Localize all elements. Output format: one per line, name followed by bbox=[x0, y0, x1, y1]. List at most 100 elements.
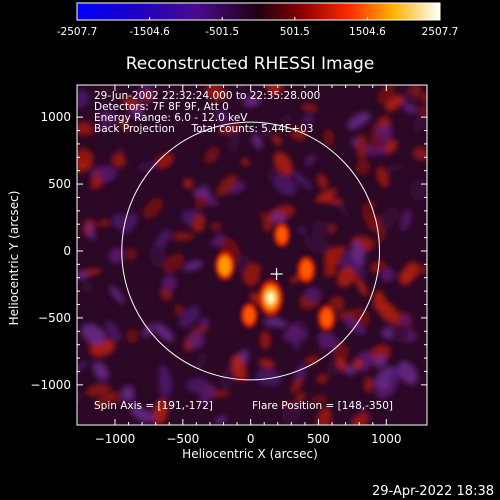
texture-blob bbox=[336, 357, 348, 371]
texture-blob bbox=[108, 247, 125, 264]
texture-blob bbox=[318, 197, 344, 205]
texture-blob bbox=[192, 217, 203, 228]
texture-blob bbox=[126, 329, 139, 344]
colorbar-tick-label: -2507.7 bbox=[57, 26, 98, 38]
texture-blob bbox=[202, 184, 211, 200]
texture-blob bbox=[376, 124, 393, 142]
colorbar bbox=[76, 2, 441, 21]
texture-blob bbox=[77, 121, 94, 136]
texture-blob bbox=[311, 394, 328, 404]
texture-blob bbox=[155, 152, 175, 169]
texture-blob bbox=[130, 406, 154, 423]
texture-blob bbox=[302, 115, 314, 125]
texture-blob bbox=[312, 219, 330, 237]
texture-blob bbox=[379, 302, 398, 323]
texture-blob bbox=[182, 178, 194, 189]
x-tick-label: 500 bbox=[307, 432, 330, 446]
texture-blob bbox=[412, 113, 427, 133]
colorbar-tick-label: 2507.7 bbox=[422, 26, 459, 38]
texture-blob bbox=[80, 323, 107, 346]
colorbar-tick-label: -1504.6 bbox=[129, 26, 170, 38]
texture-blob bbox=[329, 295, 345, 312]
texture-blob bbox=[355, 159, 371, 175]
texture-blob bbox=[301, 103, 319, 112]
texture-blob bbox=[111, 213, 130, 229]
source-mid bbox=[300, 260, 313, 279]
texture-blob bbox=[294, 363, 307, 381]
texture-blob bbox=[194, 195, 208, 209]
texture-blob bbox=[345, 365, 356, 376]
flare-position-label: Flare Position = [148,-350] bbox=[252, 400, 393, 412]
texture-blob bbox=[351, 359, 364, 369]
texture-blob bbox=[316, 373, 329, 384]
texture-blob bbox=[361, 204, 377, 229]
texture-blob bbox=[199, 317, 210, 329]
y-tick-label: 0 bbox=[63, 244, 71, 258]
texture-blob bbox=[81, 283, 94, 293]
texture-blob bbox=[187, 331, 205, 349]
texture-blob bbox=[384, 327, 393, 340]
texture-blob bbox=[92, 361, 109, 381]
texture-blob bbox=[183, 260, 204, 271]
texture-blob bbox=[77, 360, 88, 378]
axis-ticks: −1000 −500 0 500 1000 −1000 −500 0 500 1000 bbox=[30, 85, 427, 446]
texture-blob bbox=[109, 285, 125, 304]
texture-blob bbox=[272, 134, 282, 146]
x-tick-label: 1000 bbox=[371, 432, 402, 446]
texture-blob bbox=[193, 187, 205, 198]
texture-blob bbox=[111, 153, 127, 168]
y-axis-label: Heliocentric Y (arcsec) bbox=[7, 191, 21, 326]
texture-blob bbox=[316, 173, 328, 190]
texture-blob bbox=[385, 163, 405, 173]
texture-blob bbox=[374, 259, 388, 272]
texture-blob bbox=[290, 127, 307, 141]
texture-blob bbox=[356, 133, 368, 160]
info-line-2: Detectors: 7F 8F 9F, Att 0 bbox=[94, 101, 229, 113]
texture-blob bbox=[304, 286, 321, 303]
texture-blob bbox=[260, 331, 271, 350]
texture-blob bbox=[216, 174, 237, 197]
texture-blob bbox=[245, 262, 262, 277]
x-tick-label: −500 bbox=[166, 432, 199, 446]
texture-blob bbox=[173, 303, 184, 317]
texture-blob bbox=[204, 146, 220, 164]
texture-blob bbox=[142, 89, 154, 103]
texture-blob bbox=[297, 226, 307, 235]
texture-blob bbox=[231, 354, 247, 382]
texture-blob bbox=[346, 258, 367, 277]
texture-blob bbox=[86, 221, 96, 241]
x-axis-label: Heliocentric X (arcsec) bbox=[182, 447, 318, 461]
info-line-3: Energy Range: 6.0 - 12.0 keV bbox=[94, 112, 248, 124]
y-tick-label: 1000 bbox=[40, 110, 71, 124]
texture-blob bbox=[291, 171, 313, 190]
texture-blob bbox=[387, 325, 409, 343]
texture-blob bbox=[90, 174, 101, 191]
colorbar-ticks: -2507.7 -1504.6 -501.5 501.5 1504.6 2507.7 bbox=[57, 17, 459, 38]
texture-blob bbox=[214, 108, 230, 124]
texture-blob bbox=[262, 318, 288, 328]
texture-blob bbox=[287, 322, 300, 339]
texture-blob bbox=[240, 158, 250, 166]
timestamp: 29-Apr-2022 18:38 bbox=[372, 484, 494, 499]
texture-blob bbox=[211, 222, 221, 232]
colorbar-tick-label: 1504.6 bbox=[349, 26, 386, 38]
texture-blob bbox=[153, 322, 175, 342]
texture-blob bbox=[217, 124, 242, 134]
texture-blob bbox=[398, 271, 413, 286]
texture-blob bbox=[235, 254, 250, 273]
texture-blob bbox=[384, 94, 404, 111]
texture-blob bbox=[323, 247, 339, 269]
texture-blob bbox=[273, 174, 297, 196]
texture-blob bbox=[142, 324, 154, 338]
plot-frame bbox=[76, 84, 428, 426]
texture-blob bbox=[280, 113, 292, 125]
texture-blob bbox=[354, 276, 368, 297]
texture-blob bbox=[205, 85, 227, 102]
texture-blob bbox=[163, 253, 185, 273]
texture-blob bbox=[77, 147, 94, 165]
texture-blob bbox=[142, 197, 164, 219]
texture-blob bbox=[281, 402, 302, 424]
texture-blob bbox=[158, 372, 173, 398]
texture-blob bbox=[271, 211, 286, 226]
